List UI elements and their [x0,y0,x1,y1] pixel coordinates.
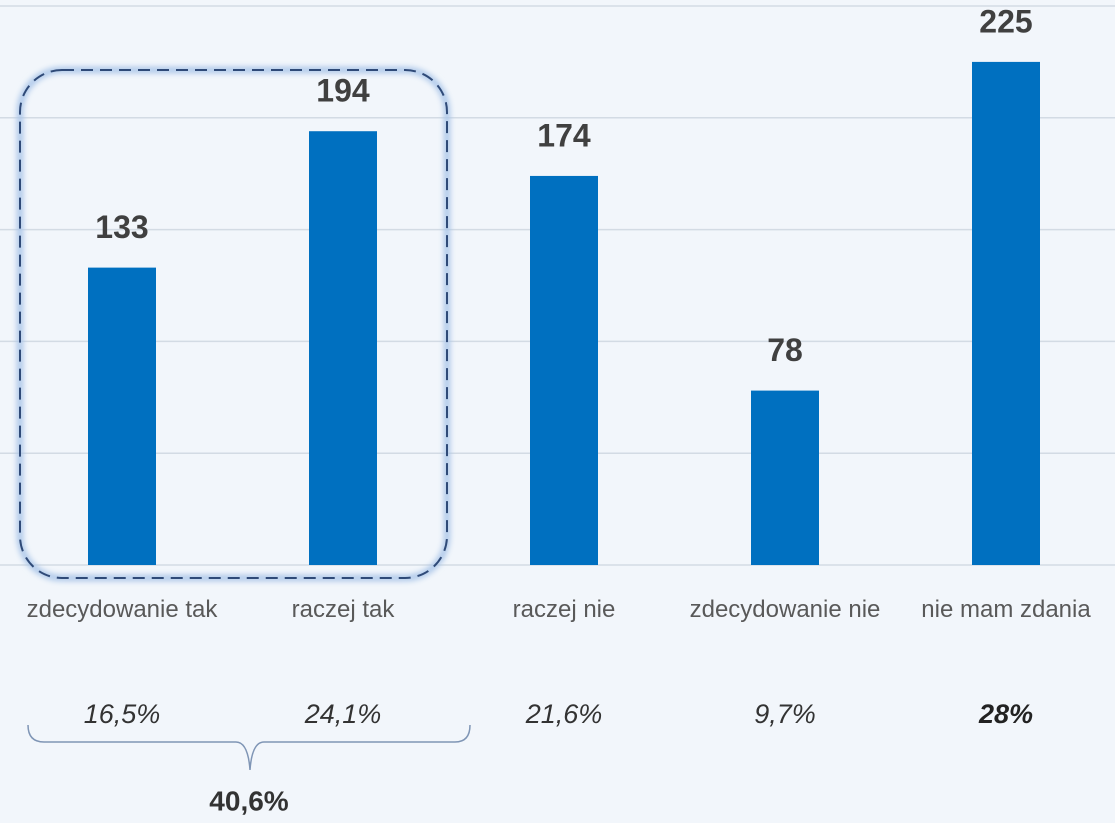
x-tick-label: raczej tak [291,596,395,623]
bars [88,61,1040,566]
share-label: 28% [978,699,1033,729]
bar [751,390,819,565]
value-label: 174 [537,117,591,153]
group-box [19,69,448,579]
group-box-glow [17,67,450,581]
group-label: 40,6% [209,785,288,816]
share-label: 9,7% [754,699,816,729]
group-brace [27,724,471,771]
bar [972,61,1040,566]
bar [88,267,156,565]
x-tick-label: zdecydowanie tak [26,596,218,623]
share-label: 16,5% [84,699,161,729]
value-label: 78 [767,332,803,368]
bar [309,131,377,565]
bar [530,175,598,565]
share-label: 24,1% [304,699,382,729]
x-tick-label: zdecydowanie nie [689,596,881,623]
x-tick-label: nie mam zdania [921,596,1091,623]
x-tick-label: raczej nie [512,596,616,623]
share-label: 21,6% [525,699,603,729]
value-label: 133 [95,209,148,245]
value-label: 194 [316,73,370,109]
value-label: 225 [979,3,1032,39]
